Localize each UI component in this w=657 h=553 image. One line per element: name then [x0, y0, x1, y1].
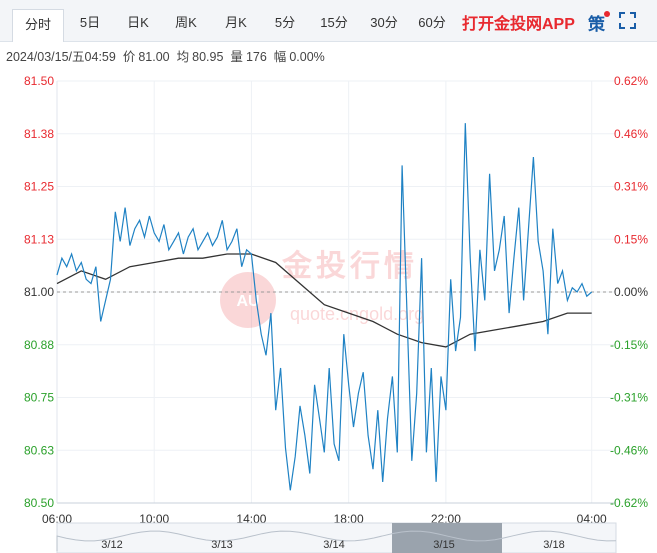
price-line: [56, 123, 593, 491]
navigator-date-label: 3/12: [101, 539, 122, 551]
avg-label: 均: [176, 50, 190, 64]
y-tick-label-right: -0.62%: [610, 496, 648, 510]
fullscreen-icon[interactable]: [619, 12, 636, 29]
volume-label: 量: [230, 50, 243, 64]
y-tick-label: 81.13: [24, 232, 54, 246]
volume-value: 176: [245, 50, 267, 64]
strategy-icon[interactable]: 策: [588, 15, 605, 34]
y-tick-label: 81.38: [24, 127, 54, 141]
range-navigator[interactable]: 3/12 3/13 3/14 3/15 3/18: [56, 522, 617, 553]
navigator-date-label: 3/14: [323, 539, 344, 551]
y-tick-label: 80.75: [24, 391, 54, 405]
price-label: 价: [122, 50, 136, 64]
tab-5min[interactable]: 5分: [274, 15, 296, 30]
y-tick-label-right: 0.15%: [614, 232, 648, 246]
navigator-trend: [56, 530, 617, 551]
y-tick-label: 81.25: [24, 180, 54, 194]
tab-30min[interactable]: 30分: [370, 15, 398, 30]
y-tick-label-right: 0.46%: [614, 127, 648, 141]
change-value: 0.00%: [289, 50, 325, 64]
watermark-url: quote.cngold.org: [290, 304, 424, 324]
tab-60min[interactable]: 60分: [418, 15, 446, 30]
open-app-link[interactable]: 打开金投网APP: [462, 16, 575, 33]
watermark-badge: AU: [236, 293, 259, 310]
y-tick-label: 81.50: [24, 74, 54, 88]
tab-5day[interactable]: 5日: [79, 15, 101, 30]
tab-weekly-k[interactable]: 周K: [175, 15, 197, 30]
period-tabs: 分时 5日 日K 周K 月K 5分 15分 30分 60分 打开金投网APP 策: [0, 0, 657, 42]
y-axis-left: 81.50 81.38 81.25 81.13 81.00 80.88 80.75 80.63…: [24, 74, 54, 510]
tab-15min[interactable]: 15分: [320, 15, 348, 30]
y-tick-label-right: 0.62%: [614, 74, 648, 88]
quote-info-bar: 2024/03/15/五04:59 价 81.00 均 80.95 量 176 幅 0.00%: [6, 46, 332, 65]
change-label: 幅: [273, 50, 287, 64]
navigator-date-label: 3/13: [211, 539, 232, 551]
average-price-line: [56, 253, 592, 348]
chart-grid: [56, 80, 616, 504]
y-tick-label-right: 0.00%: [614, 285, 648, 299]
y-tick-label: 80.88: [24, 338, 54, 352]
y-tick-label-right: 0.31%: [614, 180, 648, 194]
y-axis-right: 0.62% 0.46% 0.31% 0.15% 0.00% -0.15% -0.31% -0.…: [610, 74, 648, 510]
quote-datetime: 2024/03/15/五04:59: [6, 50, 116, 64]
avg-value: 80.95: [192, 50, 224, 64]
tab-intraday[interactable]: 分时: [12, 9, 64, 42]
y-tick-label-right: -0.31%: [610, 391, 648, 405]
y-tick-label: 81.00: [24, 285, 54, 299]
y-tick-label-right: -0.46%: [610, 443, 648, 457]
y-tick-label: 80.50: [24, 496, 54, 510]
navigator-date-label: 3/18: [543, 539, 564, 551]
y-tick-label-right: -0.15%: [610, 338, 648, 352]
tab-daily-k[interactable]: 日K: [127, 15, 149, 30]
navigator-date-label: 3/15: [433, 539, 454, 551]
y-tick-label: 80.63: [24, 443, 54, 457]
intraday-chart: AU 金投行情 quote.cngold.org 81.50 81.38 81.25…: [24, 74, 648, 553]
navigator-selection: [392, 523, 502, 553]
tab-monthly-k[interactable]: 月K: [225, 15, 247, 30]
price-value: 81.00: [138, 50, 170, 64]
watermark-title: 金投行情: [281, 249, 418, 283]
notification-dot: [604, 11, 610, 17]
watermark: AU 金投行情 quote.cngold.org: [220, 249, 424, 328]
watermark-badge-icon: [220, 272, 276, 328]
